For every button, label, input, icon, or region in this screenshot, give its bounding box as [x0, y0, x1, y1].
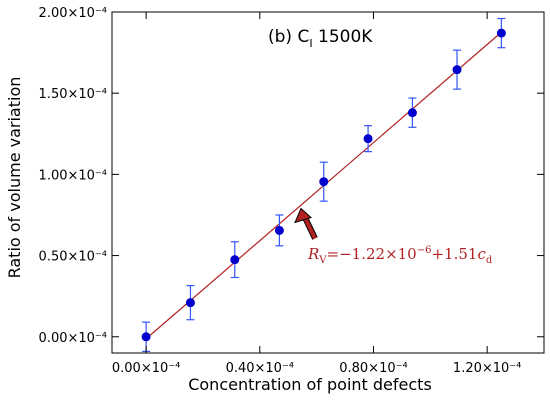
- data-point: [141, 332, 151, 342]
- data-point: [274, 225, 284, 235]
- data-point: [230, 255, 240, 265]
- x-tick-label: 0.40×10⁻⁴: [226, 361, 294, 376]
- data-point: [496, 28, 506, 38]
- data-point: [407, 108, 417, 118]
- x-tick-label: 1.20×10⁻⁴: [453, 361, 521, 376]
- data-point: [452, 65, 462, 75]
- annotation-arrowhead: [294, 207, 312, 224]
- plot-frame: [111, 11, 545, 354]
- y-axis-label: Ratio of volume variation: [5, 77, 24, 279]
- chart-title: (b) CI 1500K: [268, 27, 373, 50]
- y-tick-label: 1.50×10⁻⁴: [39, 87, 107, 102]
- data-point: [363, 134, 373, 144]
- fit-equation: RV=−1.22×10−6+1.51cd: [307, 245, 493, 266]
- y-tick-label: 0.50×10⁻⁴: [39, 250, 107, 265]
- x-axis-label: Concentration of point defects: [188, 375, 432, 394]
- y-tick-label: 1.00×10⁻⁴: [39, 168, 107, 183]
- data-point: [185, 298, 195, 308]
- data-point: [319, 177, 329, 187]
- y-tick-label: 2.00×10⁻⁴: [39, 6, 107, 21]
- y-tick-label: 0.00×10⁻⁴: [39, 331, 107, 346]
- x-tick-label: 0.00×10⁻⁴: [112, 361, 180, 376]
- x-tick-label: 0.80×10⁻⁴: [339, 361, 407, 376]
